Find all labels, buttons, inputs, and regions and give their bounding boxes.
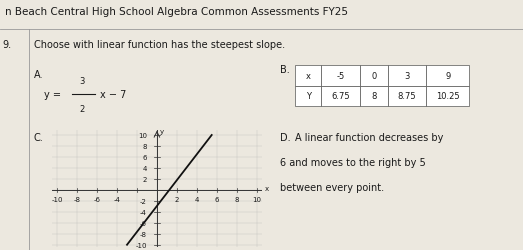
Text: -6: -6 <box>140 220 147 226</box>
Text: D.: D. <box>280 132 290 142</box>
Bar <box>295 86 321 107</box>
Text: Y: Y <box>306 92 311 101</box>
Text: -8: -8 <box>74 197 81 203</box>
Text: -6: -6 <box>94 197 100 203</box>
Bar <box>321 66 360 86</box>
Bar <box>360 86 388 107</box>
Text: 8: 8 <box>234 197 239 203</box>
Text: A linear function decreases by: A linear function decreases by <box>295 132 444 142</box>
Bar <box>360 66 388 86</box>
Text: 6: 6 <box>142 154 147 160</box>
Text: 4: 4 <box>143 165 147 171</box>
Bar <box>426 66 469 86</box>
Bar <box>321 86 360 107</box>
Text: x: x <box>265 185 268 191</box>
Text: 8: 8 <box>142 144 147 150</box>
Text: B.: B. <box>280 65 290 75</box>
Bar <box>388 86 426 107</box>
Text: -10: -10 <box>52 197 63 203</box>
Text: 10: 10 <box>138 132 147 138</box>
Text: 6.75: 6.75 <box>331 92 350 101</box>
Text: -8: -8 <box>140 231 147 237</box>
Text: 6: 6 <box>214 197 219 203</box>
Text: 9.: 9. <box>3 40 12 50</box>
Text: y: y <box>160 128 164 134</box>
Text: -10: -10 <box>135 242 147 248</box>
Bar <box>388 66 426 86</box>
Text: -4: -4 <box>140 209 147 215</box>
Bar <box>295 66 321 86</box>
Text: 0: 0 <box>371 72 377 80</box>
Text: 3: 3 <box>79 76 85 86</box>
Text: 2: 2 <box>175 197 179 203</box>
Text: -5: -5 <box>336 72 345 80</box>
Text: 10: 10 <box>252 197 261 203</box>
Text: 2: 2 <box>79 104 85 114</box>
Text: 3: 3 <box>404 72 410 80</box>
Text: y =: y = <box>44 90 64 100</box>
Text: Choose with linear function has the steepest slope.: Choose with linear function has the stee… <box>34 40 285 50</box>
Text: 8: 8 <box>371 92 377 101</box>
Text: -2: -2 <box>140 198 147 204</box>
Text: 8.75: 8.75 <box>397 92 416 101</box>
Text: between every point.: between every point. <box>280 182 384 192</box>
Text: 4: 4 <box>195 197 199 203</box>
Bar <box>426 86 469 107</box>
Text: x − 7: x − 7 <box>100 90 126 100</box>
Text: x: x <box>306 72 311 80</box>
Text: 9: 9 <box>445 72 450 80</box>
Text: n Beach Central High School Algebra Common Assessments FY25: n Beach Central High School Algebra Comm… <box>5 7 348 17</box>
Text: 10.25: 10.25 <box>436 92 460 101</box>
Text: 2: 2 <box>143 176 147 182</box>
Text: 6 and moves to the right by 5: 6 and moves to the right by 5 <box>280 158 426 168</box>
Text: C.: C. <box>34 132 44 142</box>
Text: -4: -4 <box>113 197 120 203</box>
Text: A.: A. <box>34 70 43 80</box>
